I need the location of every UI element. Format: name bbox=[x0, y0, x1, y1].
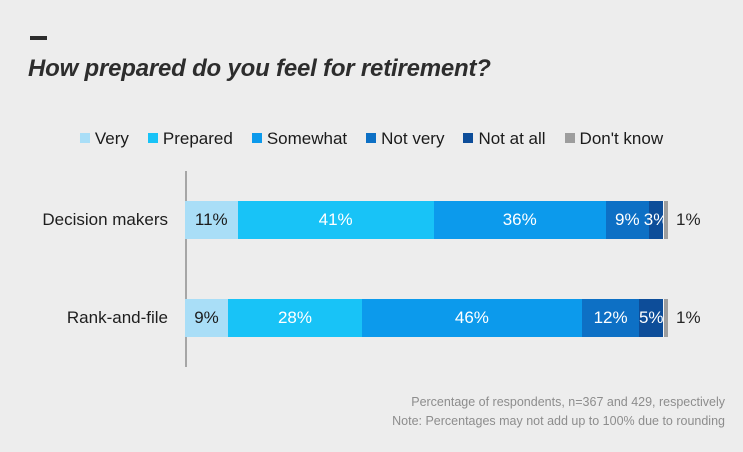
stacked-bar: 11% 41% 36% 9% 3% 1% bbox=[185, 200, 701, 239]
bar-segment: 46% bbox=[361, 298, 582, 337]
legend-item: Somewhat bbox=[251, 129, 348, 149]
legend-swatch bbox=[463, 132, 474, 143]
legend-label: Prepared bbox=[162, 129, 233, 148]
bar-segment: 36% bbox=[433, 200, 606, 239]
segment-value-label: 9% bbox=[615, 209, 640, 229]
segment-value-label: 11% bbox=[194, 209, 228, 229]
legend-swatch bbox=[366, 132, 377, 143]
segment-value-label: 5% bbox=[638, 307, 664, 327]
legend-item: Not very bbox=[366, 129, 445, 149]
footnotes: Percentage of respondents, n=367 and 429… bbox=[0, 393, 743, 432]
stacked-bar: 9% 28% 46% 12% 5% 1% bbox=[185, 298, 701, 337]
segment-value-label: 46% bbox=[454, 307, 489, 327]
bar-segment bbox=[663, 200, 668, 239]
legend-label: Very bbox=[94, 129, 129, 148]
legend-item: Don't know bbox=[564, 129, 664, 149]
chart-title: How prepared do you feel for retirement? bbox=[28, 55, 491, 82]
legend-swatch bbox=[251, 132, 262, 143]
chart-row: Decision makers 11% 41% 36% 9% 3% 1% bbox=[0, 200, 743, 239]
bar-segment: 3% bbox=[644, 200, 668, 239]
segment-value-label: 28% bbox=[277, 307, 312, 327]
legend-label: Somewhat bbox=[266, 129, 348, 148]
category-label: Rank-and-file bbox=[66, 307, 168, 327]
legend-swatch bbox=[79, 132, 90, 143]
chart-row: Rank-and-file 9% 28% 46% 12% 5% 1% bbox=[0, 298, 743, 337]
category-label: Decision makers bbox=[42, 209, 168, 229]
legend-item: Prepared bbox=[147, 129, 233, 149]
bar-segment: 11% bbox=[185, 200, 238, 239]
footnote-line: Note: Percentages may not add up to 100%… bbox=[392, 414, 725, 429]
legend-label: Not very bbox=[381, 129, 445, 148]
segment-value-label: 41% bbox=[318, 209, 353, 229]
legend: Very Prepared Somewhat Not very Not at all Do… bbox=[0, 129, 743, 149]
bar-segment: 41% bbox=[237, 200, 434, 239]
bar-segment: 28% bbox=[228, 298, 362, 337]
legend-swatch bbox=[564, 132, 575, 143]
axis-line bbox=[185, 170, 187, 367]
segment-value-label: 12% bbox=[593, 307, 628, 327]
bar-segment bbox=[663, 298, 668, 337]
segment-value-label-outside: 1% bbox=[676, 209, 701, 229]
plot-area: Decision makers 11% 41% 36% 9% 3% 1% Rank-and-f… bbox=[0, 170, 743, 367]
bar-segment: 9% bbox=[605, 200, 649, 239]
legend-label: Not at all bbox=[478, 129, 546, 148]
legend-item: Very bbox=[79, 129, 129, 149]
legend-swatch bbox=[147, 132, 158, 143]
segment-value-label-outside: 1% bbox=[676, 307, 701, 327]
title-dash bbox=[30, 36, 47, 40]
bar-segment: 9% bbox=[185, 298, 229, 337]
footnote-line: Percentage of respondents, n=367 and 429… bbox=[411, 394, 725, 409]
segment-value-label: 36% bbox=[502, 209, 537, 229]
bar-segment: 12% bbox=[581, 298, 640, 337]
legend-item: Not at all bbox=[463, 129, 546, 149]
segment-value-label: 3% bbox=[643, 209, 669, 229]
bar-segment: 5% bbox=[638, 298, 664, 337]
segment-value-label: 9% bbox=[194, 307, 219, 327]
legend-label: Don't know bbox=[579, 129, 664, 148]
